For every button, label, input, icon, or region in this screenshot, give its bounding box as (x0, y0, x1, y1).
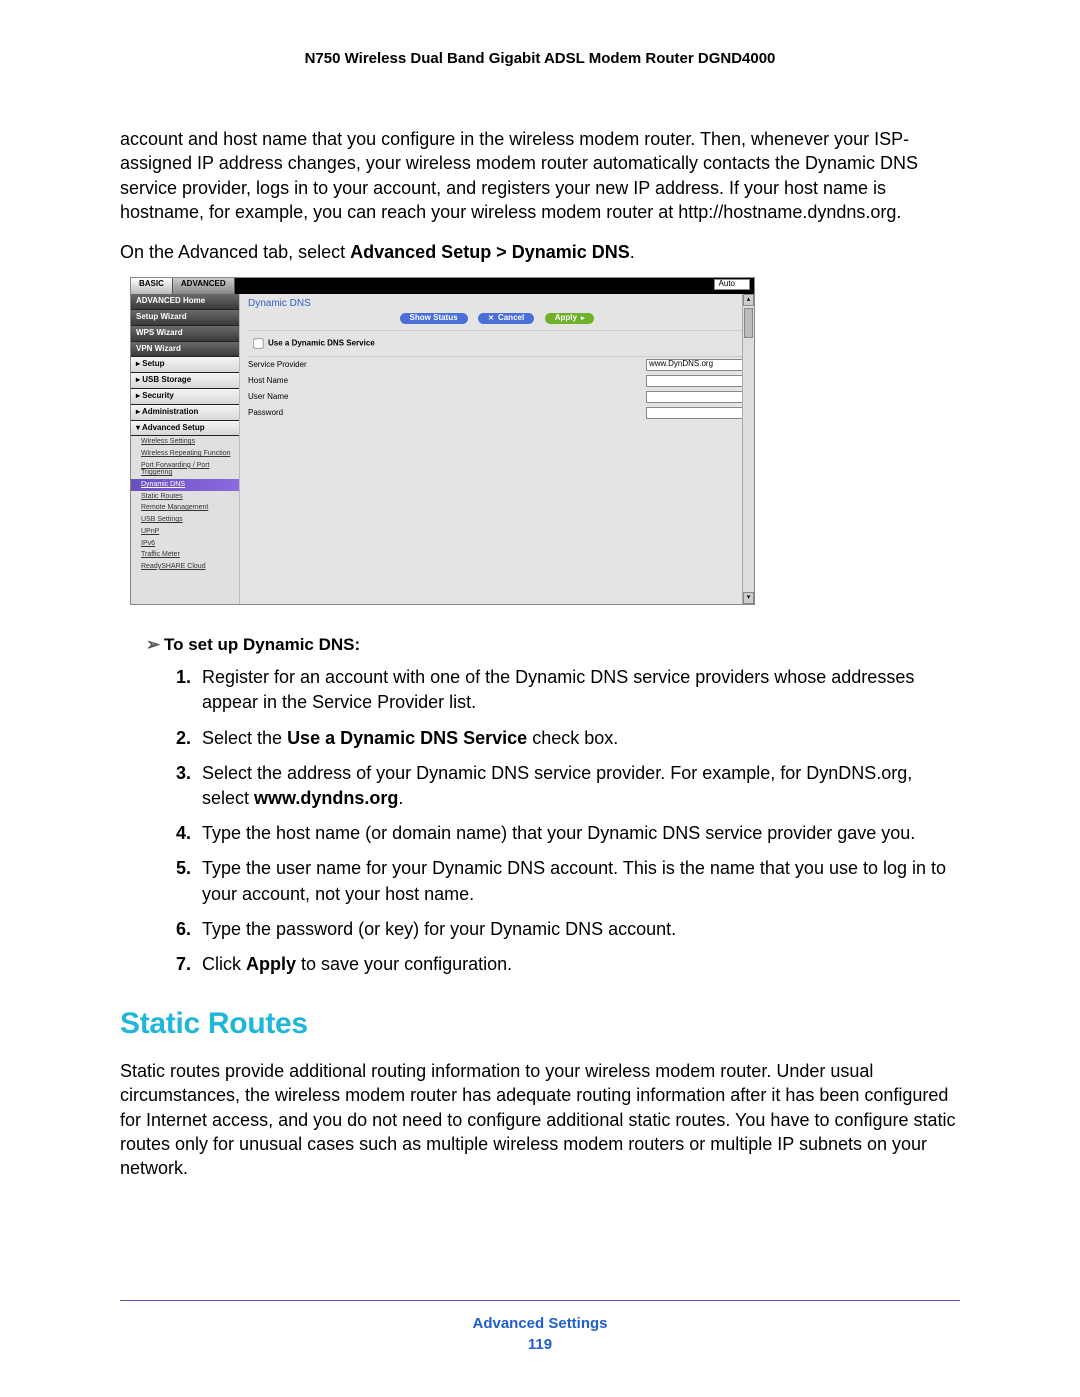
step-6: Type the password (or key) for your Dyna… (196, 917, 960, 942)
close-x-icon: ✕ (488, 315, 494, 322)
step-2-post: check box. (527, 728, 618, 748)
sidebar-item-advanced-setup[interactable]: ▾ Advanced Setup (131, 421, 239, 437)
button-row: Show Status ✕ Cancel Apply ▸ (248, 313, 746, 324)
step-4-text: Type the host name (or domain name) that… (202, 823, 915, 843)
screenshot-body: ADVANCED Home Setup Wizard WPS Wizard VP… (131, 294, 754, 604)
sidebar-sub-dynamic-dns[interactable]: Dynamic DNS (131, 479, 239, 491)
step-3-post: . (398, 788, 403, 808)
hostname-row: Host Name (248, 373, 746, 389)
step-2: Select the Use a Dynamic DNS Service che… (196, 726, 960, 751)
nav-hint-pre: On the Advanced tab, select (120, 242, 350, 262)
sidebar-sub-upnp[interactable]: UPnP (131, 526, 239, 538)
step-7-pre: Click (202, 954, 246, 974)
sidebar: ADVANCED Home Setup Wizard WPS Wizard VP… (131, 294, 239, 604)
sidebar-sub-traffic[interactable]: Traffic Meter (131, 549, 239, 561)
document-title: N750 Wireless Dual Band Gigabit ADSL Mod… (120, 50, 960, 67)
sidebar-item-admin[interactable]: ▸ Administration (131, 405, 239, 421)
task-heading: ➢To set up Dynamic DNS: (146, 635, 960, 655)
sidebar-sub-ipv6[interactable]: IPv6 (131, 538, 239, 550)
scrollbar[interactable]: ▴ ▾ (742, 294, 754, 604)
sidebar-item-home[interactable]: ADVANCED Home (131, 294, 239, 310)
scroll-down-icon[interactable]: ▾ (743, 592, 754, 604)
password-label: Password (248, 409, 283, 418)
sidebar-item-setup-wizard[interactable]: Setup Wizard (131, 310, 239, 326)
navigation-hint: On the Advanced tab, select Advanced Set… (120, 242, 960, 263)
use-ddns-row: Use a Dynamic DNS Service (248, 330, 746, 357)
step-3: Select the address of your Dynamic DNS s… (196, 761, 960, 811)
tab-bar-spacer (235, 278, 754, 294)
tab-basic[interactable]: BASIC (131, 278, 173, 294)
username-input[interactable] (646, 391, 746, 403)
footer-chapter: Advanced Settings (120, 1315, 960, 1332)
footer-rule (120, 1300, 960, 1301)
static-routes-paragraph: Static routes provide additional routing… (120, 1059, 960, 1180)
sidebar-sub-usb-settings[interactable]: USB Settings (131, 514, 239, 526)
tab-bar: BASIC ADVANCED Auto (131, 278, 754, 294)
apply-label: Apply (555, 313, 577, 322)
task-heading-text: To set up Dynamic DNS: (164, 635, 360, 654)
use-ddns-checkbox[interactable] (253, 338, 263, 348)
section-heading-static-routes: Static Routes (120, 1007, 960, 1041)
step-3-bold: www.dyndns.org (254, 788, 398, 808)
hostname-input[interactable] (646, 375, 746, 387)
nav-hint-post: . (630, 242, 635, 262)
sidebar-item-vpn-wizard[interactable]: VPN Wizard (131, 342, 239, 358)
page-footer: Advanced Settings 119 (120, 1300, 960, 1353)
password-input[interactable] (646, 407, 746, 419)
step-6-text: Type the password (or key) for your Dyna… (202, 919, 676, 939)
sidebar-item-security[interactable]: ▸ Security (131, 389, 239, 405)
tab-advanced[interactable]: ADVANCED (173, 278, 235, 294)
task-arrow-icon: ➢ (146, 635, 164, 655)
sidebar-sub-remote-mgmt[interactable]: Remote Management (131, 502, 239, 514)
sidebar-item-usb[interactable]: ▸ USB Storage (131, 373, 239, 389)
provider-row: Service Provider www.DynDNS.org (248, 357, 746, 373)
step-7: Click Apply to save your configuration. (196, 952, 960, 977)
provider-select[interactable]: www.DynDNS.org (646, 359, 746, 371)
step-7-post: to save your configuration. (296, 954, 512, 974)
panel-title: Dynamic DNS (248, 298, 746, 309)
step-5-text: Type the user name for your Dynamic DNS … (202, 858, 946, 903)
scroll-up-icon[interactable]: ▴ (743, 294, 754, 306)
step-4: Type the host name (or domain name) that… (196, 821, 960, 846)
username-row: User Name (248, 389, 746, 405)
sidebar-sub-repeating[interactable]: Wireless Repeating Function (131, 448, 239, 460)
apply-button[interactable]: Apply ▸ (545, 313, 595, 324)
manual-page: N750 Wireless Dual Band Gigabit ADSL Mod… (0, 0, 1080, 1397)
sidebar-sub-readyshare[interactable]: ReadySHARE Cloud (131, 561, 239, 573)
provider-label: Service Provider (248, 361, 307, 370)
step-2-pre: Select the (202, 728, 287, 748)
sidebar-sub-wireless-settings[interactable]: Wireless Settings (131, 436, 239, 448)
router-screenshot: BASIC ADVANCED Auto ADVANCED Home Setup … (130, 277, 755, 605)
hostname-label: Host Name (248, 377, 288, 386)
sidebar-sub-static-routes[interactable]: Static Routes (131, 491, 239, 503)
show-status-button[interactable]: Show Status (400, 313, 468, 324)
username-label: User Name (248, 393, 288, 402)
cancel-button[interactable]: ✕ Cancel (478, 313, 534, 324)
password-row: Password (248, 405, 746, 421)
steps-list: Register for an account with one of the … (168, 665, 960, 977)
use-ddns-label: Use a Dynamic DNS Service (268, 339, 375, 348)
step-2-bold: Use a Dynamic DNS Service (287, 728, 527, 748)
auto-refresh-select[interactable]: Auto (714, 279, 750, 290)
step-1-text: Register for an account with one of the … (202, 667, 914, 712)
intro-paragraph: account and host name that you configure… (120, 127, 960, 224)
sidebar-sub-port-fwd[interactable]: Port Forwarding / Port Triggering (131, 460, 239, 479)
sidebar-item-wps-wizard[interactable]: WPS Wizard (131, 326, 239, 342)
step-1: Register for an account with one of the … (196, 665, 960, 715)
cancel-label: Cancel (498, 313, 524, 322)
nav-hint-path: Advanced Setup > Dynamic DNS (350, 242, 630, 262)
step-5: Type the user name for your Dynamic DNS … (196, 856, 960, 906)
apply-arrow-icon: ▸ (581, 315, 585, 322)
main-panel: Dynamic DNS Show Status ✕ Cancel Apply ▸ U… (239, 294, 754, 604)
scroll-thumb[interactable] (744, 308, 753, 338)
footer-page-number: 119 (120, 1336, 960, 1353)
sidebar-item-setup[interactable]: ▸ Setup (131, 357, 239, 373)
step-7-bold: Apply (246, 954, 296, 974)
